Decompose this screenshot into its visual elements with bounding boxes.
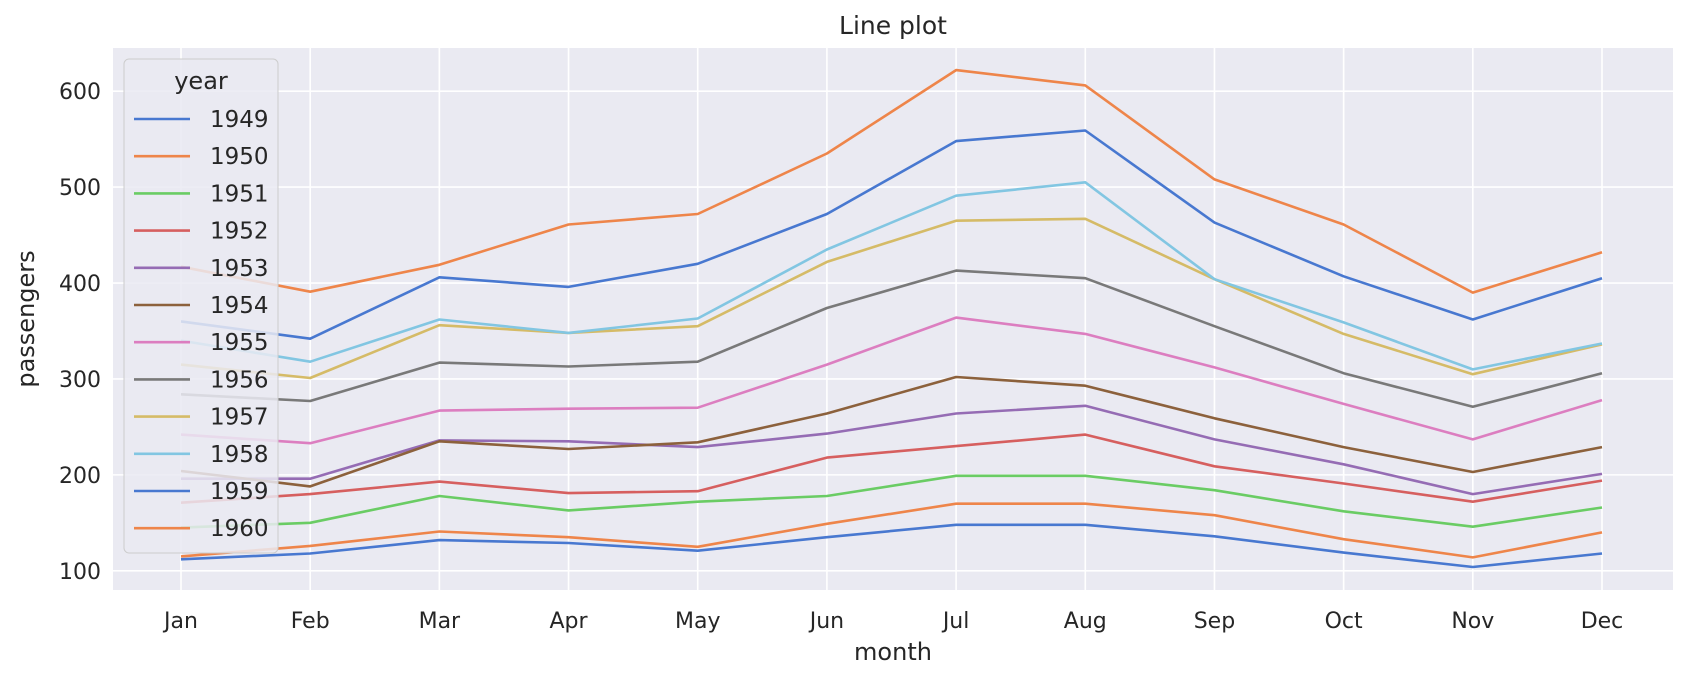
series-line-1958 [180,181,1603,371]
x-tick-label: Jan [162,609,198,634]
legend-box [123,58,279,554]
x-tick-label: Mar [419,609,461,634]
x-tick-label: Feb [291,609,330,634]
series-line-1949 [180,523,1603,569]
y-tick-label: 200 [59,464,101,489]
x-tick-label: Aug [1064,609,1107,634]
x-tick-label: Nov [1451,609,1494,634]
series-line-1956 [180,269,1603,409]
y-tick-label: 500 [59,176,101,201]
series-line-1952 [180,433,1603,504]
series-line-1959 [180,129,1603,341]
legend-label-1950: 1950 [210,144,269,170]
y-axis-label: passengers [12,250,40,387]
y-tick-label: 600 [59,80,101,105]
legend-label-1958: 1958 [210,442,269,468]
x-tick-label: Oct [1325,609,1363,634]
series-line-1954 [180,375,1603,488]
legend-label-1951: 1951 [210,181,269,207]
series-line-1960 [180,68,1603,294]
legend-label-1953: 1953 [210,256,269,282]
series-line-1957 [180,217,1603,380]
y-tick-labels: 100 200 300 400 500 600 [59,80,101,585]
legend-label-1952: 1952 [210,219,269,245]
legend-label-1957: 1957 [210,405,269,431]
legend-label-1955: 1955 [210,330,269,356]
x-tick-label: Jun [808,609,844,634]
legend-label-1960: 1960 [210,516,269,542]
y-tick-label: 300 [59,368,101,393]
series-line-1951 [180,474,1603,529]
x-axis-label: month [854,638,932,666]
legend-label-1959: 1959 [210,479,269,505]
series-line-1953 [181,404,1603,496]
legend: year 1949 1950 1951 1952 1953 1954 1955 1956 195… [123,58,279,554]
grid-lines [113,48,1673,590]
y-tick-label: 400 [59,272,101,297]
legend-title: year [174,67,228,95]
legend-label-1949: 1949 [210,107,269,133]
chart-title: Line plot [839,11,947,40]
x-tick-label: Apr [550,609,589,634]
plot-area [113,48,1673,590]
x-tick-labels: Jan Feb Mar Apr May Jun Jul Aug Sep Oct Nov Dec [162,609,1623,634]
legend-label-1956: 1956 [210,367,269,393]
legend-label-1954: 1954 [210,293,269,319]
x-tick-label: Dec [1581,609,1624,634]
x-tick-label: May [675,609,720,634]
series-lines [180,68,1603,569]
x-tick-label: Sep [1194,609,1235,634]
series-line-1950 [180,502,1603,559]
series-line-1955 [180,316,1603,445]
y-tick-label: 100 [59,560,101,585]
legend-items: 1949 1950 1951 1952 1953 1954 1955 1956 1957 1958… [134,107,269,542]
x-tick-label: Jul [941,609,970,634]
